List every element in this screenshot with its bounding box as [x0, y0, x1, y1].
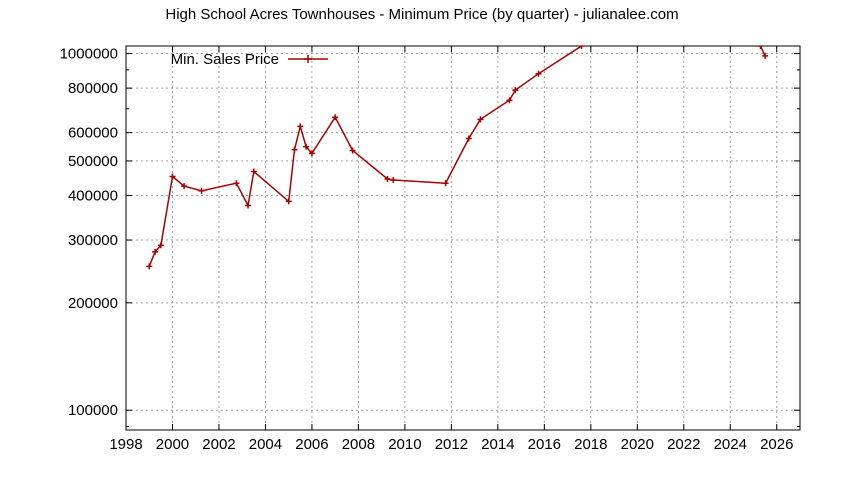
x-tick-label: 2012	[435, 436, 468, 453]
y-tick-label: 1000000	[60, 46, 118, 63]
data-point	[308, 150, 315, 157]
x-tick-label: 2020	[621, 436, 654, 453]
series	[146, 46, 769, 270]
chart-title: High School Acres Townhouses - Minimum P…	[165, 6, 678, 23]
data-point	[291, 146, 298, 153]
data-point	[181, 183, 188, 190]
series-line	[759, 46, 766, 57]
data-point	[285, 198, 292, 205]
data-point	[233, 180, 240, 187]
data-point	[169, 173, 176, 180]
y-tick-label: 200000	[68, 295, 118, 312]
data-point	[198, 187, 205, 194]
x-tick-label: 2004	[249, 436, 282, 453]
legend: Min. Sales Price	[171, 51, 328, 68]
y-tick-label: 100000	[68, 402, 118, 419]
x-tick-label: 2016	[528, 436, 561, 453]
grid	[125, 46, 800, 430]
data-point	[512, 87, 519, 94]
legend-marker	[304, 55, 312, 63]
y-tick-label: 500000	[68, 153, 118, 170]
data-point	[506, 97, 513, 104]
data-point	[390, 177, 397, 184]
data-point	[152, 248, 159, 255]
x-tick-label: 2010	[388, 436, 421, 453]
y-tick-label: 300000	[68, 232, 118, 249]
data-point	[578, 46, 585, 49]
y-tick-label: 800000	[68, 80, 118, 97]
x-tick-label: 1998	[109, 436, 142, 453]
axis-ticks: 1998 2000 2002 2004 2006 2008 2010 2012 2014 2016…	[60, 46, 800, 453]
data-point	[245, 202, 252, 209]
x-tick-label: 2014	[481, 436, 514, 453]
data-point	[146, 263, 153, 270]
plot-frame	[125, 45, 801, 431]
data-point	[465, 135, 472, 142]
data-point	[762, 52, 769, 59]
legend-label: Min. Sales Price	[171, 51, 279, 68]
x-tick-label: 2008	[342, 436, 375, 453]
data-point	[157, 242, 164, 249]
data-point	[332, 114, 339, 121]
y-tick-label: 600000	[68, 125, 118, 142]
x-tick-label: 2000	[156, 436, 189, 453]
data-point	[297, 123, 304, 130]
data-point	[384, 175, 391, 182]
x-tick-label: 2024	[714, 436, 747, 453]
series-line	[148, 46, 582, 267]
data-point	[349, 147, 356, 154]
data-point	[442, 180, 449, 187]
x-tick-label: 2002	[202, 436, 235, 453]
x-tick-label: 2018	[574, 436, 607, 453]
data-point	[303, 143, 310, 150]
x-tick-label: 2026	[760, 436, 793, 453]
x-tick-label: 2022	[667, 436, 700, 453]
data-point	[477, 116, 484, 123]
y-tick-label: 400000	[68, 187, 118, 204]
data-point	[535, 70, 542, 77]
x-tick-label: 2006	[295, 436, 328, 453]
data-point	[250, 168, 257, 175]
data-point	[757, 46, 764, 49]
